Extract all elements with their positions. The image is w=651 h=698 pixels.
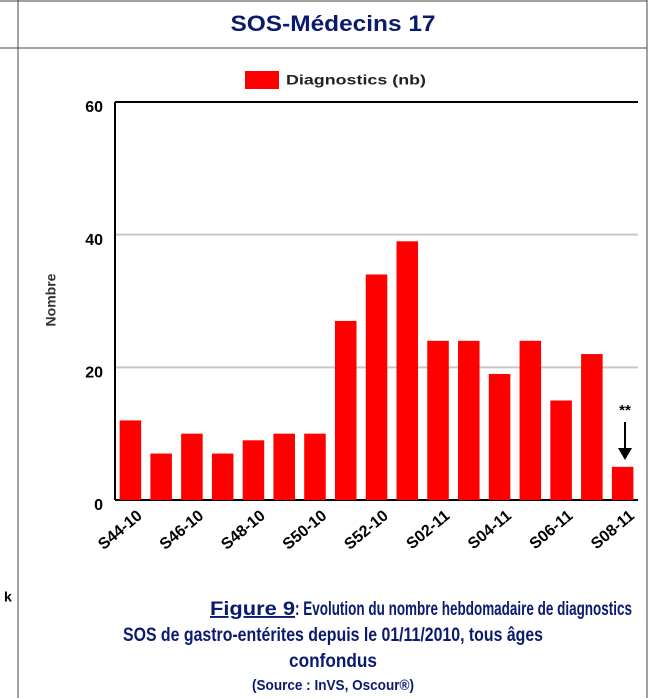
- bar: [488, 373, 511, 500]
- bar: [519, 340, 542, 500]
- x-tick-label: S50-10: [280, 507, 331, 553]
- y-tick-label: 20: [85, 365, 103, 382]
- bar: [427, 340, 449, 500]
- x-tick-label: S06-11: [527, 507, 577, 553]
- y-tick-label: 0: [94, 497, 103, 514]
- y-axis-label: Nombre: [43, 273, 59, 326]
- caption-line: confondus: [289, 651, 377, 672]
- x-tick-label: S48-10: [218, 507, 269, 553]
- legend-label: Diagnostics (nb): [286, 72, 426, 88]
- caption-line: SOS de gastro-entérites depuis le 01/11/…: [123, 625, 543, 646]
- y-tick-label: 60: [85, 99, 103, 116]
- bar: [396, 241, 419, 501]
- x-tick-label: S52-10: [341, 507, 392, 553]
- bar: [581, 354, 603, 500]
- bar: [611, 466, 634, 500]
- bar: [334, 320, 357, 500]
- y-tick-label: 40: [85, 232, 103, 249]
- bar: [119, 420, 142, 500]
- bar: [550, 400, 572, 500]
- x-tick-label: S04-11: [465, 507, 515, 553]
- x-tick-label: S08-11: [588, 507, 638, 553]
- caption-line: : Evolution du nombre hebdomadaire de di…: [295, 599, 632, 620]
- bar: [273, 433, 295, 500]
- x-tick-label: S02-11: [404, 507, 454, 553]
- annotation: **: [619, 402, 631, 419]
- bar: [242, 440, 265, 500]
- fragment: k: [4, 589, 12, 605]
- bar: [181, 433, 203, 500]
- bar: [211, 453, 234, 500]
- bar: [458, 340, 480, 500]
- bar: [150, 453, 172, 500]
- x-tick-label: S46-10: [157, 507, 208, 553]
- header-title: SOS-Médecins 17: [231, 11, 436, 36]
- bar: [304, 433, 326, 500]
- arrow-head: [618, 448, 632, 460]
- legend-swatch: [245, 71, 279, 89]
- caption-source: (Source : InVS, Oscour®): [252, 677, 414, 694]
- caption-label: Figure 9: [210, 599, 295, 620]
- bar: [365, 274, 388, 500]
